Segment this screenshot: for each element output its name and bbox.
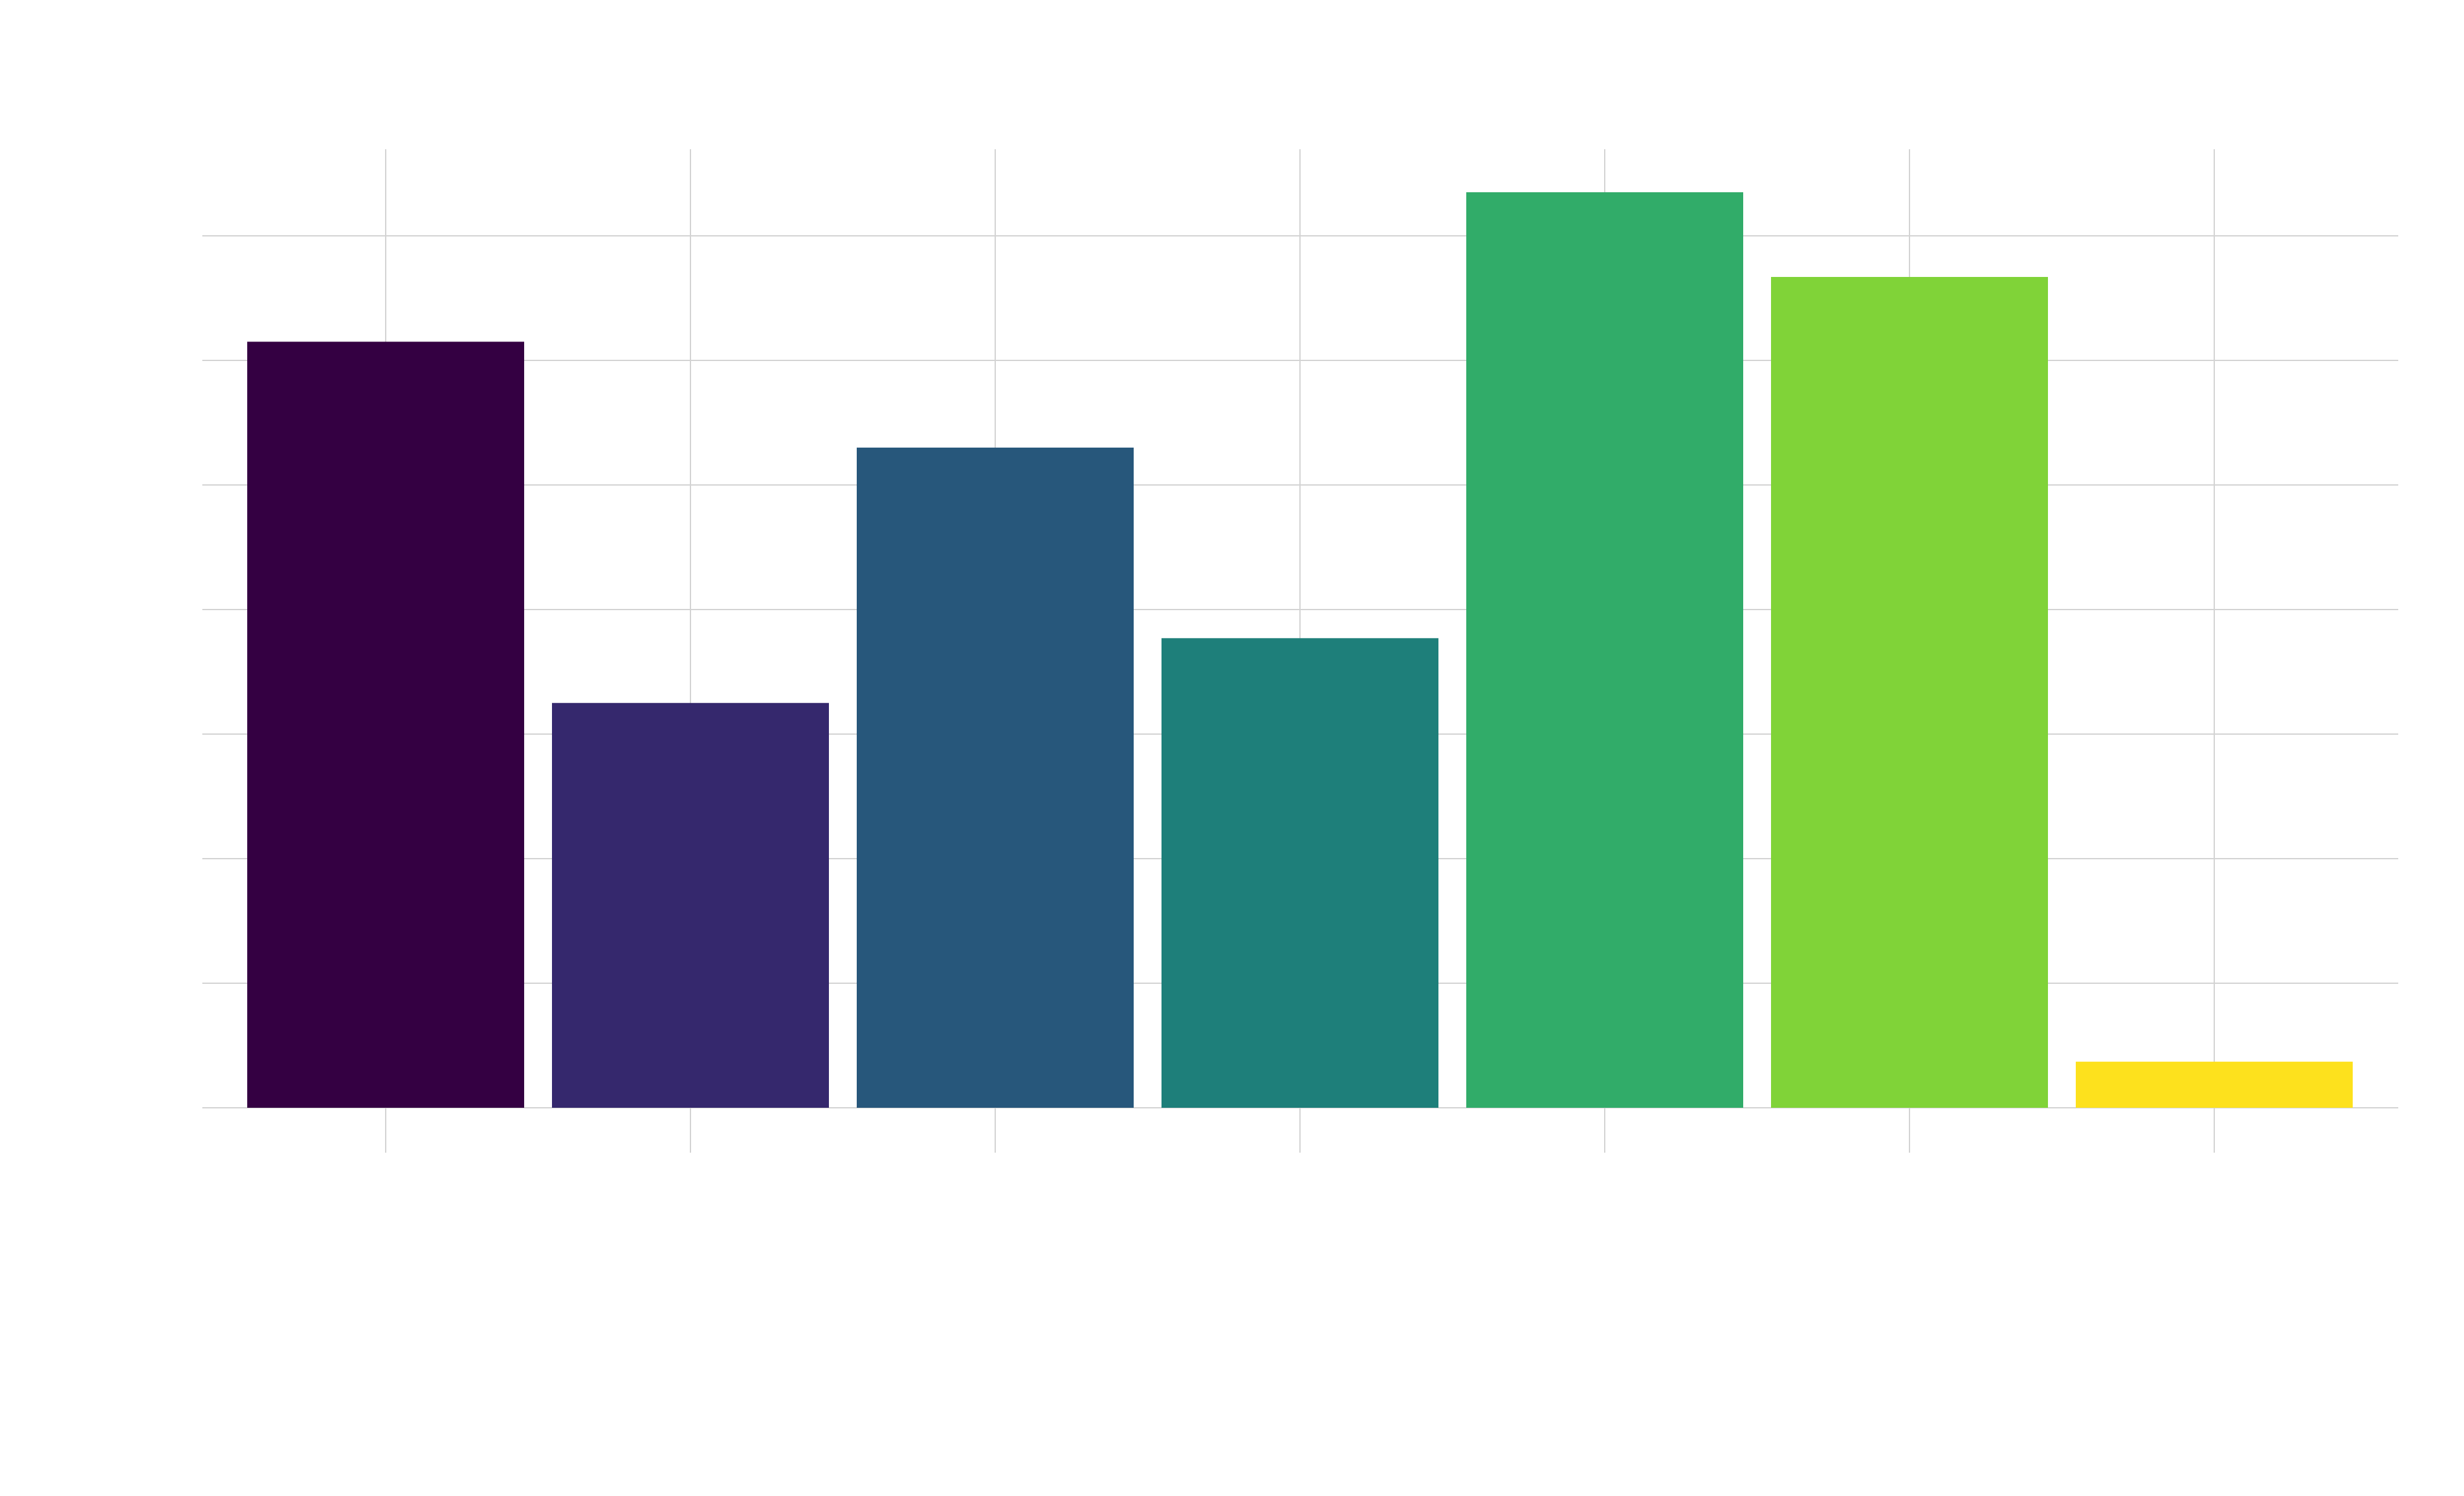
bar-3 — [857, 447, 1134, 1108]
bar-2 — [552, 702, 829, 1108]
bar-6 — [1771, 277, 2048, 1108]
bar-4 — [1162, 638, 1438, 1108]
bar-5 — [1466, 192, 1743, 1108]
bars-layer — [247, 192, 2353, 1108]
bar-1 — [247, 341, 524, 1108]
bar-7 — [2076, 1062, 2353, 1108]
